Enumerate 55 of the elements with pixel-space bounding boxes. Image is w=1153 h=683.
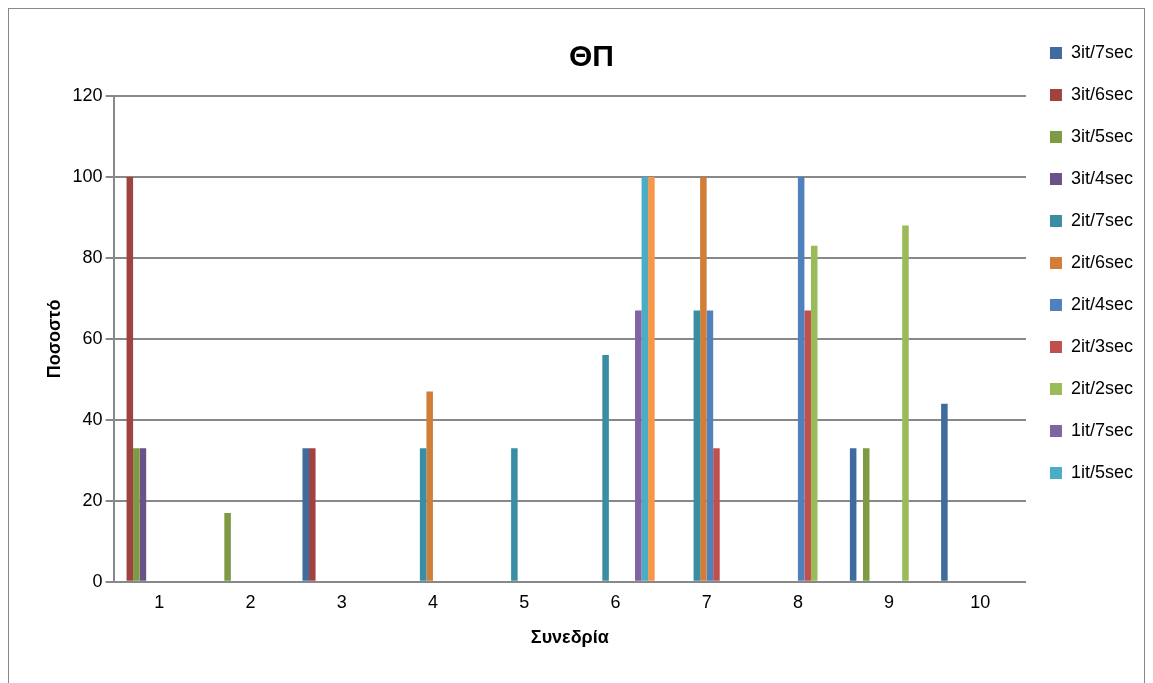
legend-label: 1it/5sec	[1070, 461, 1134, 482]
bar	[635, 310, 642, 581]
x-tick-label: 3	[336, 591, 347, 612]
y-tick-label: 100	[72, 165, 103, 186]
x-axis-title: Συνεδρία	[530, 627, 609, 648]
legend-label: 2it/3sec	[1070, 335, 1134, 356]
bar	[693, 310, 701, 581]
legend-label: 1it/7sec	[1070, 419, 1134, 440]
x-tick-label: 1	[154, 591, 165, 612]
legend-label: 3it/7sec	[1070, 41, 1134, 62]
legend-label: 2it/4sec	[1070, 293, 1134, 314]
bar	[902, 225, 909, 581]
y-tick-label: 20	[82, 489, 103, 510]
bar	[700, 176, 707, 581]
bar	[849, 448, 857, 581]
x-tick-label: 8	[792, 591, 803, 612]
bar	[133, 448, 140, 581]
y-tick-label: 0	[92, 570, 103, 591]
bar	[302, 448, 310, 581]
bar	[426, 391, 433, 581]
x-tick-label: 5	[519, 591, 530, 612]
x-tick-label: 2	[245, 591, 256, 612]
x-tick-label: 4	[427, 591, 438, 612]
y-tick-label: 40	[82, 408, 103, 429]
legend-label: 3it/5sec	[1070, 125, 1134, 146]
legend-label: 2it/2sec	[1070, 377, 1134, 398]
bar	[419, 448, 427, 581]
bar	[139, 448, 147, 581]
bar	[309, 448, 316, 581]
bar	[862, 448, 870, 581]
bar	[641, 176, 649, 581]
x-tick-label: 9	[884, 591, 895, 612]
y-tick-label: 120	[72, 84, 103, 105]
bar	[941, 403, 948, 581]
x-tick-label: 6	[610, 591, 621, 612]
bar	[797, 176, 805, 581]
legend-label: 3it/4sec	[1070, 167, 1134, 188]
bar	[706, 310, 714, 581]
bar	[713, 448, 720, 581]
legend-label: 2it/7sec	[1070, 209, 1134, 230]
bar	[126, 176, 134, 581]
bar	[602, 355, 609, 581]
y-tick-label: 80	[82, 246, 103, 267]
y-axis-title: Ποσοστό	[43, 299, 64, 379]
bar	[810, 245, 818, 581]
x-tick-label: 10	[970, 591, 991, 612]
y-tick-label: 60	[82, 327, 103, 348]
legend-label: 3it/6sec	[1070, 83, 1134, 104]
bar	[511, 448, 518, 581]
chart-title: ΘΠ	[569, 39, 614, 73]
legend-label: 2it/6sec	[1070, 251, 1134, 272]
bar	[804, 310, 811, 581]
x-tick-label: 7	[701, 591, 712, 612]
bar	[648, 176, 655, 581]
bar	[224, 512, 231, 581]
